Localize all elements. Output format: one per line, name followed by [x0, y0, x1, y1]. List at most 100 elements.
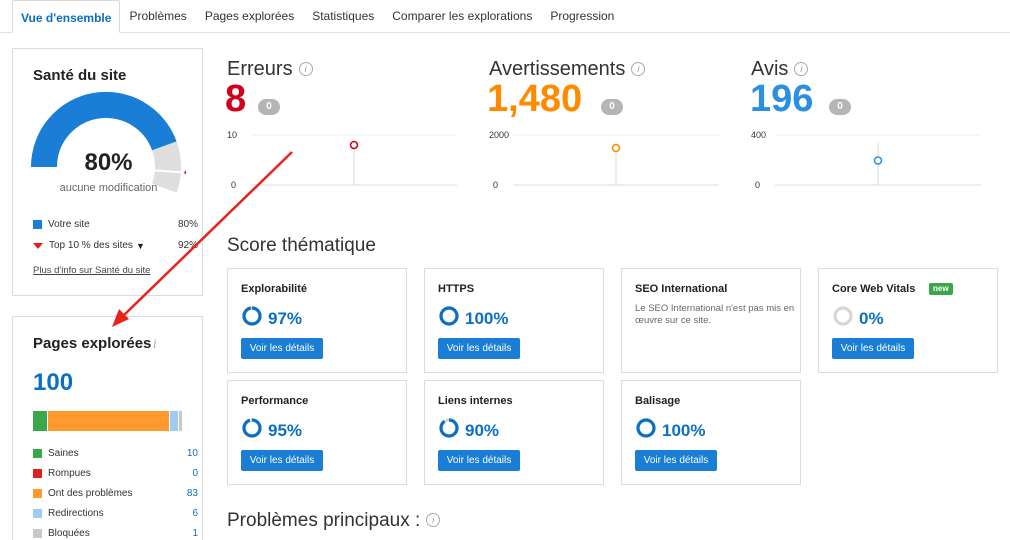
- top-issues-label: Problèmes principaux :: [227, 510, 421, 531]
- tab-issues[interactable]: Problèmes: [129, 9, 187, 23]
- chevron-down-icon[interactable]: ▼: [135, 240, 145, 251]
- score-value[interactable]: 97%: [268, 309, 303, 328]
- tab-statistics[interactable]: Statistiques: [312, 9, 375, 23]
- view-details-button[interactable]: Voir les détails: [832, 338, 914, 359]
- warnings-title: Avertissements i: [489, 58, 646, 81]
- notices-delta-badge: 0: [829, 99, 851, 115]
- site-health-title: Santé du site: [33, 67, 127, 84]
- crawled-pages-title: Pages explorées: [33, 335, 152, 352]
- score-card-name: Performance: [241, 395, 309, 407]
- y-tick-label: 0: [493, 180, 498, 190]
- ring-fill: [242, 418, 262, 438]
- ring-track: [833, 306, 853, 326]
- tab-overview[interactable]: Vue d'ensemble: [12, 0, 121, 33]
- view-details-button[interactable]: Voir les détails: [241, 338, 323, 359]
- ring-fill: [242, 306, 262, 326]
- ring-fill: [439, 418, 459, 438]
- legend-top-10[interactable]: Top 10 % des sites ▼ 92%: [33, 240, 198, 251]
- view-details-button[interactable]: Voir les détails: [438, 338, 520, 359]
- legend-value: 92%: [177, 240, 198, 251]
- color-square-icon: [33, 529, 42, 538]
- tab-crawled-pages[interactable]: Pages explorées: [204, 9, 295, 23]
- info-icon[interactable]: i: [153, 337, 157, 351]
- y-tick-label: 0: [231, 180, 236, 190]
- data-point: [349, 140, 359, 150]
- score-ring-icon: [833, 306, 853, 326]
- pages-legend-row[interactable]: Bloquées 1: [33, 528, 198, 539]
- legend-your-site: Votre site 80%: [33, 219, 198, 230]
- health-change: aucune modification: [59, 182, 158, 194]
- stacked-bar-segment[interactable]: [33, 411, 47, 431]
- score-value[interactable]: 95%: [268, 421, 303, 440]
- warnings-count[interactable]: 1,480: [487, 78, 583, 120]
- legend-value[interactable]: 1: [192, 528, 198, 539]
- site-health-card: Santé du site 80% aucune modification Vo…: [12, 48, 203, 296]
- tab-progress[interactable]: Progression: [550, 9, 615, 23]
- stacked-bar-segment[interactable]: [170, 411, 179, 431]
- y-tick-label: 2000: [489, 130, 509, 140]
- data-point: [873, 156, 883, 165]
- score-card-name: HTTPS: [438, 283, 475, 295]
- crawled-pages-total[interactable]: 100: [33, 369, 74, 396]
- stacked-bar-segment[interactable]: [179, 411, 182, 431]
- score-value[interactable]: 0%: [859, 309, 884, 328]
- health-percent: 80%: [84, 149, 133, 176]
- legend-value[interactable]: 10: [186, 448, 198, 459]
- score-card-https: HTTPS 100% Voir les détails: [424, 268, 604, 373]
- errors-label: Erreurs: [227, 58, 293, 80]
- score-card-name: Balisage: [635, 395, 681, 407]
- color-square-icon: [33, 449, 42, 458]
- color-square-icon: [33, 469, 42, 478]
- stacked-bar-segment[interactable]: [47, 411, 170, 431]
- score-card-name: Explorabilité: [241, 283, 308, 295]
- data-point: [611, 143, 621, 153]
- errors-title: Erreurs i: [227, 58, 313, 81]
- score-card-name: SEO International: [635, 283, 728, 295]
- red-triangle-icon: [33, 242, 43, 249]
- ring-fill: [439, 306, 459, 326]
- score-card-markup: Balisage 100% Voir les détails: [621, 380, 801, 485]
- score-ring-icon: [636, 418, 656, 438]
- legend-value[interactable]: 0: [192, 468, 198, 479]
- color-square-icon: [33, 489, 42, 498]
- errors-count[interactable]: 8: [225, 78, 247, 120]
- legend-value[interactable]: 83: [186, 488, 198, 499]
- view-details-button[interactable]: Voir les détails: [635, 450, 717, 471]
- tab-compare-crawls[interactable]: Comparer les explorations: [392, 9, 533, 23]
- pages-legend-row[interactable]: Ont des problèmes 83: [33, 488, 198, 499]
- view-details-button[interactable]: Voir les détails: [438, 450, 520, 471]
- score-value[interactable]: 100%: [662, 421, 706, 440]
- info-icon[interactable]: i: [794, 62, 809, 76]
- legend-label: Bloquées: [48, 528, 90, 539]
- color-square-icon: [33, 509, 42, 518]
- pages-legend-row[interactable]: Redirections 6: [33, 508, 198, 519]
- score-card-performance: Performance 95% Voir les détails: [227, 380, 407, 485]
- score-card-description: Le SEO International n'est pas mis en œu…: [635, 303, 795, 326]
- score-value[interactable]: 90%: [465, 421, 500, 440]
- legend-label: Rompues: [48, 468, 91, 479]
- site-health-info-link[interactable]: Plus d'info sur Santé du site: [33, 265, 151, 276]
- score-card-international-seo: SEO International Le SEO International n…: [621, 268, 801, 373]
- info-icon[interactable]: i: [631, 62, 646, 76]
- pages-stacked-bar: [33, 411, 183, 431]
- score-card-name: Liens internes: [438, 395, 513, 407]
- info-icon[interactable]: i: [298, 62, 313, 76]
- score-value[interactable]: 100%: [465, 309, 509, 328]
- legend-label: Top 10 % des sites: [49, 240, 133, 251]
- y-tick-label: 0: [755, 180, 760, 190]
- thematic-score-title: Score thématique: [227, 235, 376, 256]
- view-details-button[interactable]: Voir les détails: [241, 450, 323, 471]
- info-icon[interactable]: i: [426, 513, 441, 527]
- legend-value[interactable]: 6: [192, 508, 198, 519]
- warnings-delta-badge: 0: [601, 99, 623, 115]
- score-ring-icon: [242, 306, 262, 326]
- score-ring-icon: [439, 306, 459, 326]
- notices-count[interactable]: 196: [750, 78, 814, 120]
- score-card-internal-links: Liens internes 90% Voir les détails: [424, 380, 604, 485]
- pages-legend-row[interactable]: Saines 10: [33, 448, 198, 459]
- errors-sparkline: 10 0: [227, 130, 457, 190]
- notices-label: Avis: [751, 58, 789, 80]
- legend-label: Ont des problèmes: [48, 488, 133, 499]
- legend-label: Saines: [48, 448, 79, 459]
- pages-legend-row[interactable]: Rompues 0: [33, 468, 198, 479]
